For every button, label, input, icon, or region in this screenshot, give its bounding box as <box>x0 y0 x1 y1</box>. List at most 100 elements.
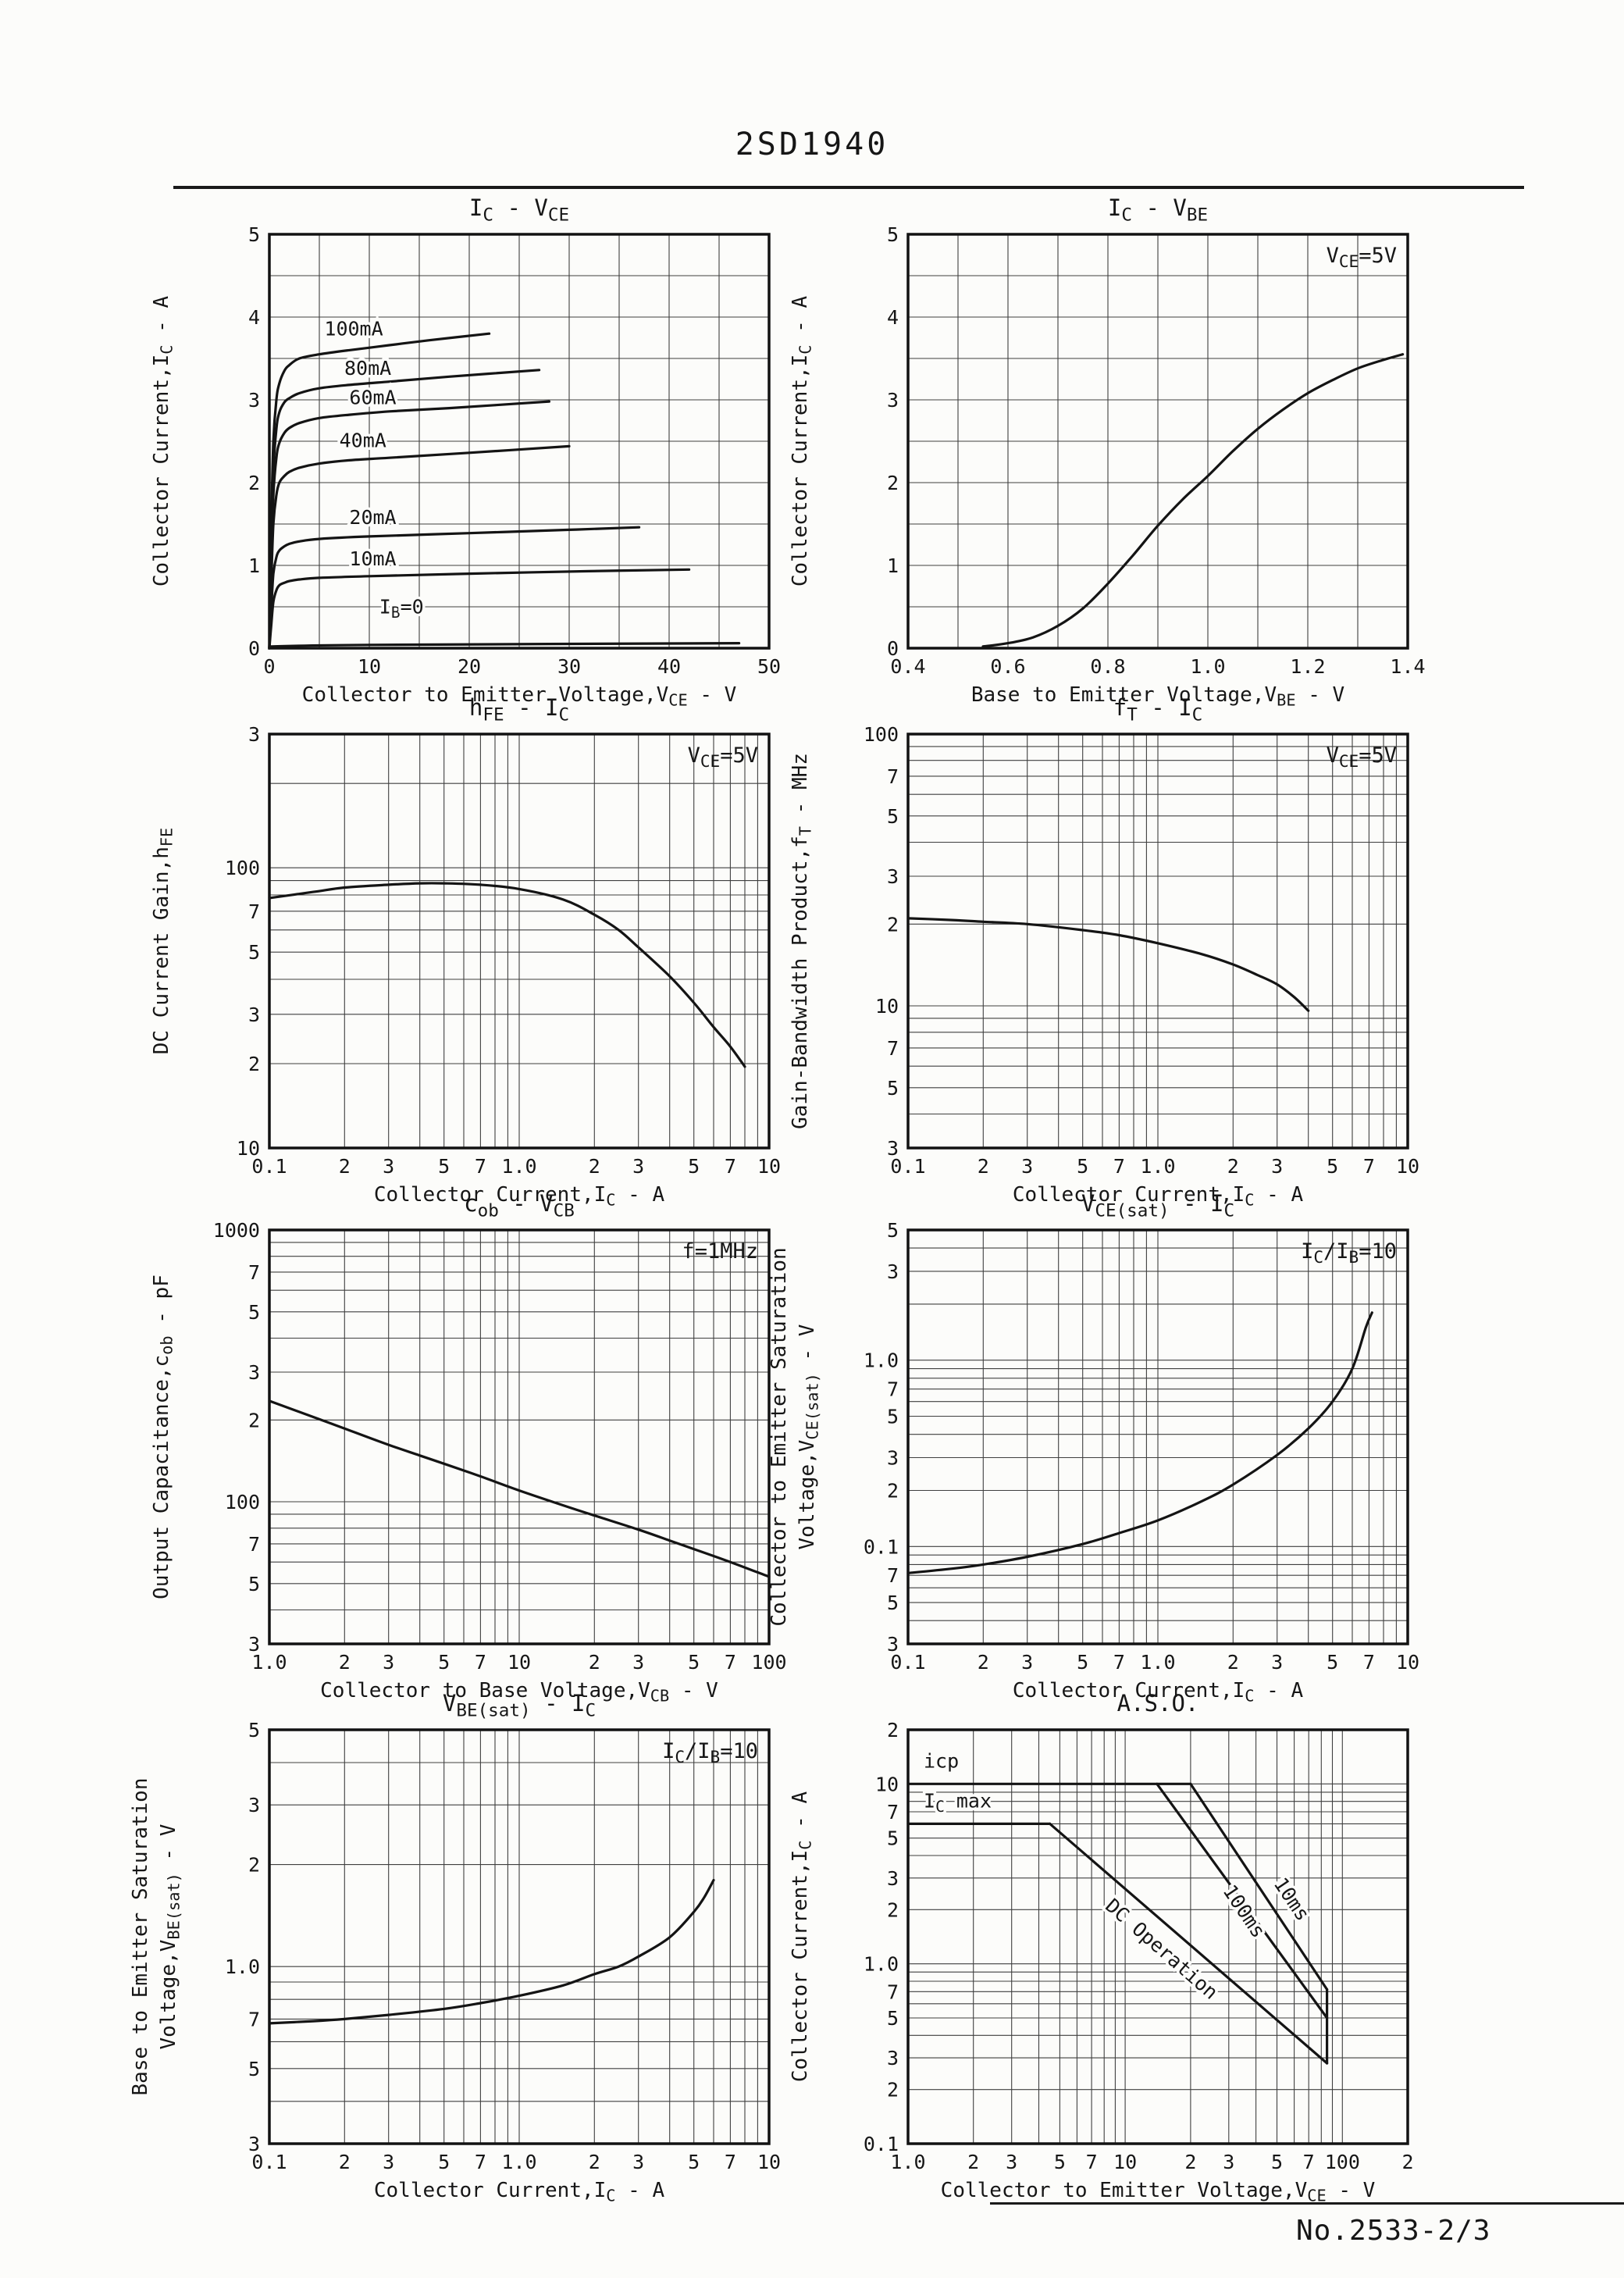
x-axis-label: Base to Emitter Voltage,VBE - V <box>971 683 1344 710</box>
y-tick-label: 10 <box>875 1773 899 1795</box>
y-tick-label: 7 <box>887 1378 899 1401</box>
y-axis-label: Voltage,VBE(sat) - V <box>157 1824 183 2050</box>
x-tick-label: 7 <box>1113 1155 1125 1178</box>
x-tick-label: 5 <box>1327 1155 1338 1178</box>
chart-title: fT - IC <box>1113 695 1203 725</box>
chart-cob-vcb: 1.0 2 3 5 7 10 2 3 5 7 100 1000 7 5 3 2 100 7 5 3 cob - VCB C… <box>150 1191 787 1706</box>
y-tick-label: 1000 <box>213 1219 260 1242</box>
y-tick-label: 3 <box>248 1361 260 1384</box>
series-group <box>268 882 746 1068</box>
series-label: 60mA <box>349 386 396 408</box>
x-tick-label: 30 <box>557 655 581 678</box>
x-tick-label: 1.0 <box>1140 1155 1175 1178</box>
x-tick-label: 3 <box>383 1651 394 1674</box>
plot-frame <box>906 1228 1409 1645</box>
chart-title: IC - VBE <box>1108 195 1208 225</box>
x-tick-label: 7 <box>1303 2151 1315 2173</box>
series-group <box>906 917 1310 1012</box>
x-tick-label: 5 <box>438 2151 450 2173</box>
x-tick-label: 3 <box>1271 1155 1283 1178</box>
series-ib-40ma <box>268 444 571 650</box>
y-tick-label: 5 <box>887 1077 899 1100</box>
chart-title: cob - VCB <box>464 1191 575 1221</box>
series-group <box>268 1878 715 2025</box>
x-tick-label: 20 <box>458 655 481 678</box>
y-tick-label: 10 <box>237 1137 260 1160</box>
y-tick-label: 1.0 <box>864 1953 899 1976</box>
chart-title: hFE - IC <box>469 695 569 725</box>
x-tick-label: 7 <box>1363 1155 1375 1178</box>
x-tick-label: 10 <box>757 1155 781 1178</box>
y-tick-label: 3 <box>887 1137 899 1160</box>
x-tick-label: 5 <box>1054 2151 1066 2173</box>
y-tick-label: 3 <box>887 2047 899 2069</box>
plot-frame <box>906 733 1409 1150</box>
x-tick-label: 10 <box>358 655 381 678</box>
grid <box>907 1229 1409 1645</box>
x-tick-label: 5 <box>438 1651 450 1674</box>
series-pulse-100ms <box>1156 1782 1329 2020</box>
y-tick-label: 100 <box>225 1491 260 1513</box>
y-axis-label: DC Current Gain,hFE <box>150 828 176 1055</box>
y-tick-label: 7 <box>887 1564 899 1587</box>
y-tick-label: 3 <box>887 865 899 888</box>
y-tick-label: 5 <box>248 1573 260 1595</box>
y-tick-label: 4 <box>887 306 899 329</box>
y-tick-label: 2 <box>887 913 899 936</box>
condition-annotation: IC/IB=10 <box>1301 1239 1397 1267</box>
grid <box>269 1229 770 1645</box>
x-axis-label: Collector Current,IC - A <box>374 2179 665 2205</box>
plot-frame <box>268 1228 771 1645</box>
x-tick-label: 7 <box>725 2151 736 2173</box>
y-tick-label: 7 <box>887 765 899 788</box>
y-tick-label: 3 <box>248 1633 260 1656</box>
series-ib-0 <box>268 642 741 648</box>
y-axis-label: Collector to Emitter Saturation <box>767 1247 791 1626</box>
series-label: IB=0 <box>379 596 424 622</box>
y-tick-label: 5 <box>248 2058 260 2080</box>
series-vce-sat <box>906 1311 1373 1574</box>
series-ft <box>906 917 1310 1012</box>
x-tick-label: 2 <box>339 1155 351 1178</box>
x-tick-label: 3 <box>1021 1651 1033 1674</box>
y-tick-label: 2 <box>887 1898 899 1921</box>
page-number: No.2533-2/3 <box>1296 2215 1491 2247</box>
x-tick-label: 2 <box>589 1155 600 1178</box>
series-label: icp <box>924 1750 959 1773</box>
y-tick-label: 7 <box>887 1801 899 1823</box>
series-ib-10ma <box>268 568 691 650</box>
x-tick-label: 0.6 <box>990 655 1025 678</box>
series-cob <box>268 1399 771 1578</box>
x-tick-label: 1.2 <box>1290 655 1325 678</box>
chart-hfe-ic: 0.1 2 3 5 7 1.0 2 3 5 7 10 3 100 7 5 3 2 10 hFE - IC Collec… <box>150 695 781 1210</box>
x-tick-label: 5 <box>1077 1155 1088 1178</box>
x-axis-label: Collector Current,IC - A <box>1013 1679 1304 1706</box>
x-tick-label: 3 <box>1271 1651 1283 1674</box>
y-tick-label: 2 <box>887 2079 899 2102</box>
x-tick-label: 2 <box>1401 2151 1413 2173</box>
x-tick-label: 7 <box>1363 1651 1375 1674</box>
y-axis-label: Base to Emitter Saturation <box>129 1778 152 2096</box>
x-tick-label: 3 <box>632 1155 644 1178</box>
x-tick-label: 7 <box>1113 1651 1125 1674</box>
chart-vce-sat-ic: 0.1 2 3 5 7 1.0 2 3 5 7 10 5 3 1.0 7 5 3 2 0.1 7 5 3 VCE(sat) … <box>767 1191 1419 1706</box>
x-tick-label: 100 <box>751 1651 786 1674</box>
y-tick-label: 7 <box>887 1037 899 1060</box>
series-pulse-10ms <box>1189 1782 1329 1991</box>
x-tick-label: 2 <box>339 1651 351 1674</box>
chart-ft-ic: 0.1 2 3 5 7 1.0 2 3 5 7 10 100 7 5 3 2 10 7 5 3 fT - IC Colle… <box>789 695 1419 1210</box>
x-tick-label: 5 <box>688 1155 700 1178</box>
y-tick-label: 3 <box>887 1867 899 1890</box>
y-tick-label: 7 <box>887 1980 899 2003</box>
y-tick-label: 1 <box>248 554 260 577</box>
x-tick-label: 5 <box>438 1155 450 1178</box>
x-axis-label: Collector to Emitter Voltage,VCE - V <box>941 2179 1376 2205</box>
x-tick-label: 2 <box>339 2151 351 2173</box>
chart-vbe-sat-ic: 0.1 2 3 5 7 1.0 2 3 5 7 10 5 3 2 1.0 7 5 3 VBE(sat) - IC Co… <box>129 1691 781 2205</box>
x-tick-label: 40 <box>657 655 681 678</box>
x-tick-label: 7 <box>725 1651 736 1674</box>
footer-divider <box>990 2202 1624 2205</box>
x-tick-label: 50 <box>757 655 781 678</box>
x-axis-label: Collector to Base Voltage,VCB - V <box>320 1679 718 1706</box>
x-tick-label: 7 <box>475 1155 486 1178</box>
